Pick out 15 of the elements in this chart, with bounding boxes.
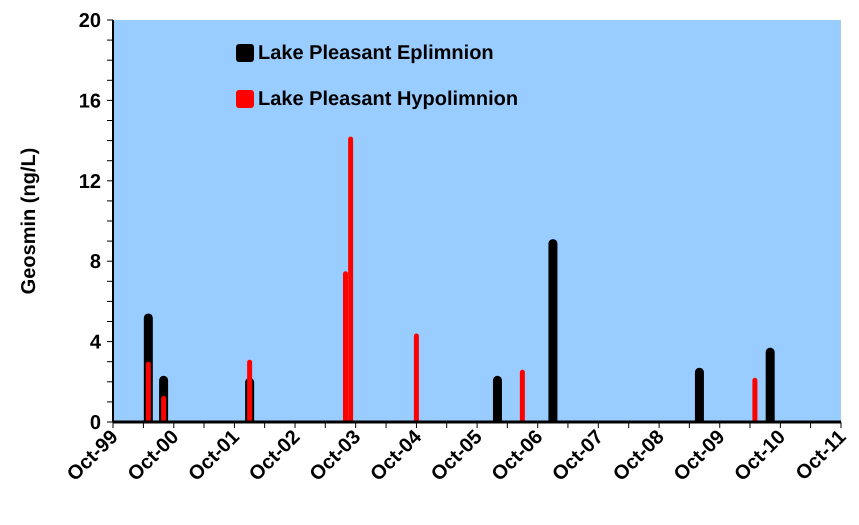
y-axis-title: Geosmin (ng/L) [18,148,40,294]
bar [752,378,758,422]
bar [247,360,252,422]
bar [146,362,151,422]
legend-label: Lake Pleasant Hypolimnion [258,87,518,112]
legend-label: Lake Pleasant Eplimnion [258,41,494,66]
bar [414,334,419,422]
y-tick-label: 12 [78,170,101,193]
y-tick-label: 4 [90,332,102,354]
y-tick-label: 20 [78,10,101,32]
y-tick-label: 0 [90,412,101,434]
bar [520,370,525,422]
y-tick-label: 8 [90,251,101,274]
y-tick-label: 16 [78,90,101,112]
bar [161,396,166,422]
